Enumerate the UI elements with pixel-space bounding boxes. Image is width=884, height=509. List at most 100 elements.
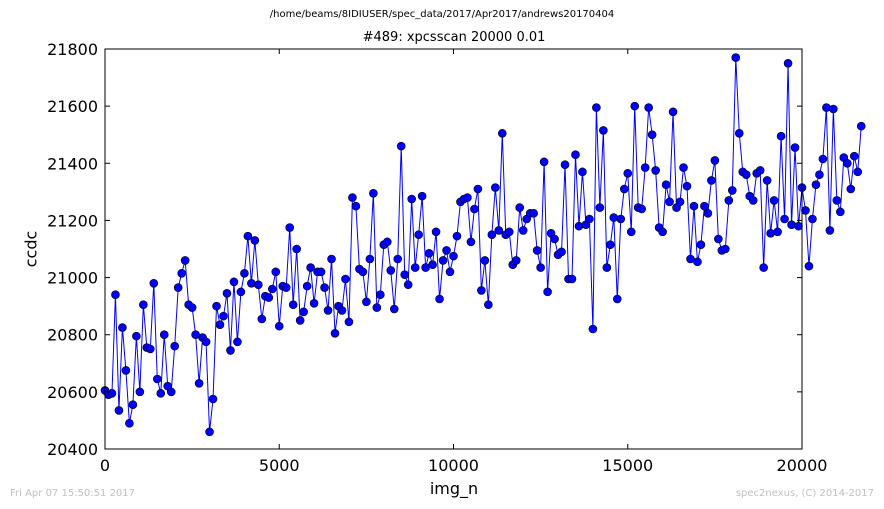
data-point (494, 226, 504, 235)
data-point (348, 193, 357, 202)
data-point (829, 104, 838, 114)
data-point (201, 337, 211, 347)
footer-credit: spec2nexus, (C) 2014-2017 (735, 488, 874, 499)
data-point (707, 176, 716, 185)
data-point (194, 378, 204, 388)
data-point (484, 300, 493, 310)
data-point (393, 254, 403, 264)
data-point (783, 58, 793, 68)
data-point (316, 267, 326, 277)
figure-suptitle: /home/beams/8IDIUSER/spec_data/2017/Apr2… (269, 9, 615, 20)
data-point (808, 214, 817, 224)
data-point (445, 267, 455, 277)
data-point (215, 320, 225, 330)
data-point (804, 261, 814, 271)
data-point (442, 246, 451, 255)
data-point (626, 227, 636, 237)
data-point (309, 298, 319, 308)
data-point (431, 227, 441, 237)
footer-timestamp: Fri Apr 07 15:50:51 2017 (10, 488, 136, 499)
data-point (410, 263, 420, 272)
data-point (236, 287, 246, 297)
data-point (351, 201, 361, 211)
data-point (330, 328, 340, 338)
data-point (822, 103, 831, 112)
data-point (682, 181, 692, 191)
data-point (630, 101, 640, 111)
data-point (755, 166, 765, 175)
y-axis-label: ccdc (21, 230, 41, 268)
data-point (254, 280, 263, 290)
data-point (612, 294, 622, 304)
data-point (616, 214, 626, 224)
data-point (647, 130, 657, 140)
data-point (226, 346, 235, 355)
data-point (219, 311, 228, 321)
data-point (428, 260, 437, 270)
data-point (470, 204, 479, 214)
data-point (574, 221, 584, 231)
data-point (250, 236, 260, 245)
data-point (463, 193, 472, 202)
data-point (811, 180, 821, 190)
x-axis-label: img_n (429, 479, 479, 498)
data-point (543, 287, 552, 297)
data-point (790, 143, 800, 152)
data-point (344, 317, 354, 327)
data-point (679, 163, 688, 172)
data-point (588, 324, 598, 334)
data-point (651, 166, 660, 175)
data-point (766, 228, 775, 238)
y-tick-label: 21800 (47, 40, 98, 59)
data-point (149, 278, 159, 288)
data-point (776, 131, 786, 141)
data-point (571, 150, 580, 160)
data-point (118, 323, 127, 332)
data-point (731, 53, 741, 62)
x-tick-label: 10000 (428, 456, 479, 475)
data-point (557, 247, 566, 257)
data-point (320, 283, 329, 292)
data-point (208, 394, 218, 404)
data-point (177, 268, 186, 278)
data-point (801, 206, 810, 215)
data-point (449, 251, 458, 261)
data-point (327, 254, 336, 264)
data-point (417, 191, 427, 201)
data-point (274, 321, 284, 331)
data-point (295, 316, 305, 325)
data-point (424, 248, 434, 258)
data-point (504, 227, 514, 237)
data-point (281, 283, 291, 292)
data-point (668, 107, 678, 117)
data-point (400, 270, 410, 280)
data-point (689, 201, 699, 211)
data-point (376, 290, 385, 300)
data-point (257, 314, 267, 324)
y-tick-label: 20600 (47, 383, 98, 402)
data-point (661, 180, 671, 190)
data-point (518, 226, 528, 235)
data-point (637, 204, 646, 214)
data-point (337, 306, 347, 315)
data-point (365, 254, 375, 264)
data-point (264, 293, 274, 302)
plot-frame (104, 48, 803, 450)
data-point (815, 170, 824, 180)
data-point (849, 151, 859, 161)
data-point (299, 307, 308, 317)
data-point (832, 196, 842, 205)
data-point (487, 230, 497, 240)
data-point (396, 141, 406, 151)
data-point (389, 304, 399, 314)
y-tick-label: 21000 (47, 269, 98, 288)
data-point (473, 184, 483, 194)
data-point (156, 388, 166, 398)
chart-title: #489: xpcsscan 20000 0.01 (362, 30, 546, 45)
data-point (362, 297, 371, 307)
data-point (658, 227, 667, 237)
x-tick-label: 20000 (777, 456, 828, 475)
data-point (853, 167, 863, 177)
data-point (693, 257, 702, 267)
